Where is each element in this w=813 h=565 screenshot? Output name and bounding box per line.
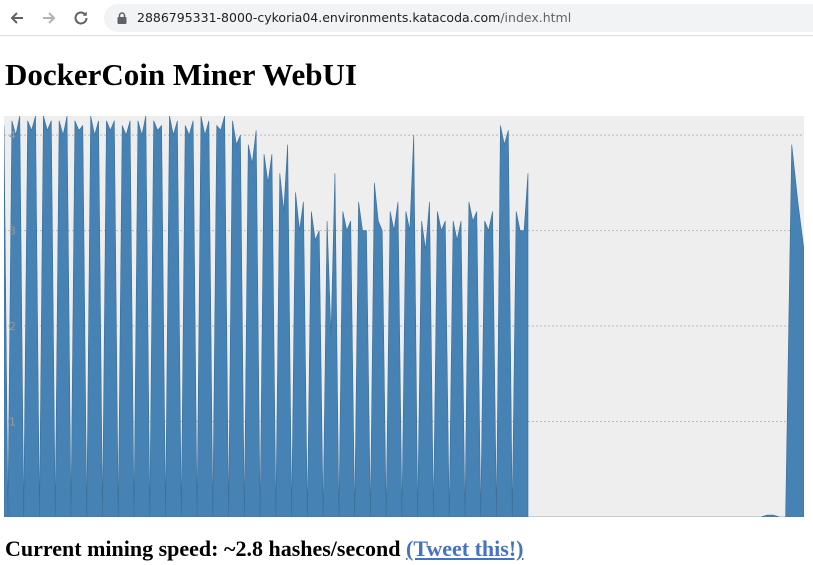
forward-button[interactable] (38, 7, 60, 29)
back-button[interactable] (6, 7, 28, 29)
arrow-right-icon (43, 12, 56, 24)
mining-speed-text: Current mining speed: ~2.8 hashes/second… (5, 536, 524, 562)
y-tick-label: 3 (9, 225, 16, 238)
speed-value: ~2.8 (224, 536, 263, 561)
speed-prefix: Current mining speed: (5, 536, 224, 561)
series-area (528, 144, 804, 517)
mining-speed-chart: 1 2 3 4 (4, 116, 804, 517)
url-text: 2886795331-8000-cykoria04.environments.k… (137, 10, 571, 25)
tweet-link[interactable]: (Tweet this!) (406, 536, 524, 561)
series-area (4, 116, 529, 517)
url-host: 2886795331-8000-cykoria04.environments.k… (137, 10, 501, 25)
speed-suffix: hashes/second (262, 536, 406, 561)
y-tick-label: 2 (9, 320, 16, 333)
reload-button[interactable] (70, 7, 92, 29)
address-bar[interactable]: 2886795331-8000-cykoria04.environments.k… (104, 4, 813, 32)
lock-icon (117, 12, 127, 24)
page-title: DockerCoin Miner WebUI (5, 57, 357, 92)
browser-toolbar: 2886795331-8000-cykoria04.environments.k… (0, 0, 813, 36)
y-tick-label: 1 (9, 416, 16, 429)
y-tick-label: 4 (9, 129, 16, 142)
arrow-left-icon (10, 12, 23, 24)
url-path: /index.html (500, 10, 572, 25)
reload-icon (74, 11, 88, 25)
